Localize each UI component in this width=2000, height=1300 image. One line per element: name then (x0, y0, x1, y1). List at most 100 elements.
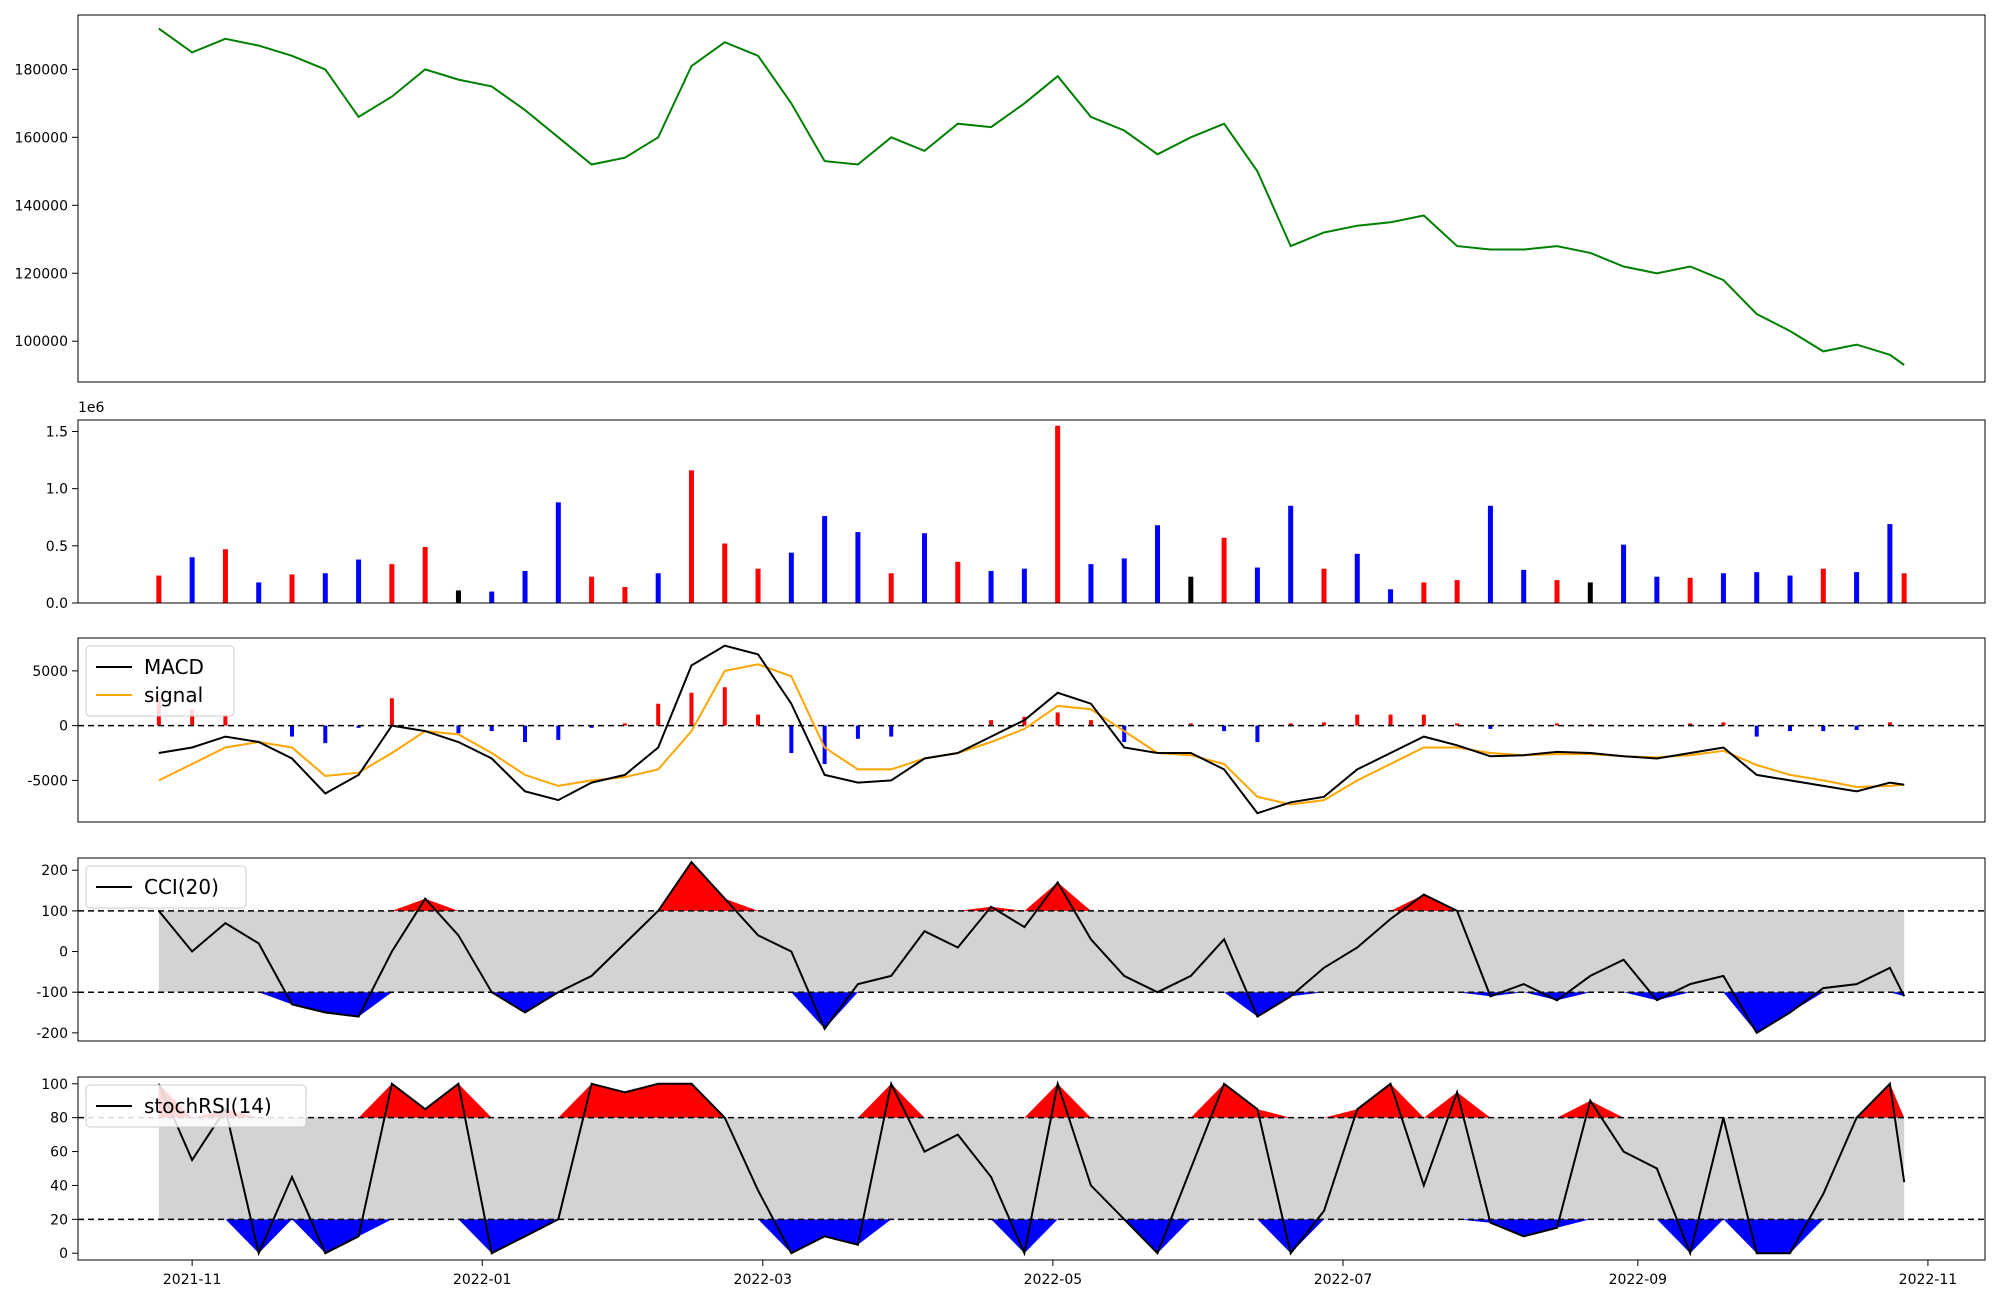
volume-ytick-label: 0.5 (46, 539, 68, 555)
cci-frame (77, 857, 1986, 1042)
macd-histogram-bar (1554, 723, 1559, 726)
macd-histogram-bar (1288, 723, 1293, 726)
macd-ytick-label: -5000 (27, 773, 68, 789)
price-ytick-label: 140000 (15, 198, 68, 214)
macd-panel: MACD signal -5000 0 5000 (27, 637, 1986, 823)
volume-bar (322, 573, 328, 603)
volume-bar (822, 516, 828, 603)
macd-histogram-bar (822, 725, 827, 764)
macd-legend-label: MACD (144, 655, 204, 679)
macd-histogram-bar (789, 725, 794, 753)
price-ytick-label: 100000 (15, 334, 68, 350)
macd-histogram-bar (1421, 714, 1426, 726)
cci-line (158, 860, 1906, 1035)
stochrsi-ytick-label: 40 (50, 1178, 68, 1194)
volume-bar (1021, 568, 1027, 603)
macd-histogram-bar (223, 714, 228, 726)
stochrsi-ytick-label: 100 (41, 1077, 68, 1093)
macd-legend-label: signal (144, 683, 203, 707)
macd-histogram-bar (1754, 725, 1759, 737)
macd-histogram-bar (656, 703, 661, 726)
volume-bar (422, 546, 428, 603)
volume-bar (356, 559, 362, 603)
stochrsi-line (157, 1079, 1906, 1257)
volume-ytick-label: 0.0 (46, 596, 68, 612)
volume-bar (1188, 576, 1194, 603)
volume-bar (489, 591, 495, 603)
macd-histogram-bar (556, 725, 561, 740)
stochrsi-ytick-label: 20 (50, 1212, 68, 1228)
x-tick-label: 2021-11 (163, 1272, 222, 1288)
volume-bar (855, 532, 861, 603)
volume-bar (1887, 524, 1893, 603)
volume-bar (222, 549, 228, 603)
macd-ytick-label: 0 (59, 719, 68, 735)
volume-bar (1554, 580, 1560, 603)
volume-bar (1854, 572, 1860, 603)
stochrsi-oversold-fill (158, 1219, 1905, 1254)
macd-histogram-bar (1721, 722, 1726, 726)
macd-histogram-bar (489, 725, 494, 732)
stochrsi-legend-box (85, 1084, 307, 1128)
macd-histogram-bar (1388, 714, 1393, 726)
macd-histogram-bar (989, 720, 994, 726)
volume-bar (1654, 576, 1660, 603)
volume-bar (455, 590, 461, 603)
volume-bar (988, 570, 994, 603)
x-tick-label: 2022-01 (453, 1272, 512, 1288)
x-tick-label: 2022-05 (1024, 1272, 1083, 1288)
volume-bar (289, 574, 295, 603)
macd-histogram-bar (589, 725, 594, 728)
macd-legend-box (85, 645, 235, 717)
macd-histogram-bar (722, 687, 727, 726)
volume-bar (156, 575, 162, 603)
cci-ytick-label: 0 (59, 945, 68, 961)
macd-histogram-bar (1821, 725, 1826, 732)
volume-bar (1288, 505, 1294, 603)
volume-bar (256, 582, 262, 603)
cci-ytick-label: 100 (41, 904, 68, 920)
macd-histogram-bar (1222, 725, 1227, 732)
macd-histogram-bar (1255, 725, 1260, 743)
cci-band (158, 910, 1905, 993)
price-ytick-label: 120000 (15, 266, 68, 282)
macd-histogram-bar (1688, 723, 1693, 726)
macd-histogram-bar (456, 725, 461, 734)
volume-bar (1487, 505, 1493, 603)
volume-bar (1321, 568, 1327, 603)
price-line (158, 27, 1905, 366)
volume-ytick-label: 1.5 (46, 424, 68, 440)
cci-overbought-fill (158, 862, 1905, 911)
volume-bar (1901, 573, 1907, 603)
macd-histogram-bar (756, 714, 761, 726)
macd-histogram-bar (1854, 725, 1859, 730)
macd-line (158, 644, 1905, 815)
volume-bar (1254, 567, 1260, 603)
cci-ytick-label: -100 (36, 985, 68, 1001)
volume-frame (77, 419, 1986, 604)
macd-histogram-bar (1321, 722, 1326, 726)
volume-bar (788, 552, 794, 603)
volume-bar (888, 573, 894, 603)
x-tick-label: 2022-11 (1899, 1272, 1958, 1288)
volume-bar (688, 470, 694, 603)
stochrsi-frame (77, 1076, 1986, 1261)
macd-histogram-bar (1088, 720, 1093, 726)
volume-bar (955, 561, 961, 603)
volume-bar (1587, 582, 1593, 603)
stochrsi-overbought-fill (158, 1083, 1905, 1118)
volume-bar (921, 533, 927, 603)
macd-histogram-bar (1355, 714, 1360, 726)
x-tick-label: 2022-03 (734, 1272, 793, 1288)
cci-panel: CCI(20) -200 -100 0 100 200 (36, 857, 1986, 1042)
price-ytick-label: 160000 (15, 130, 68, 146)
volume-bar (1454, 580, 1460, 603)
macd-histogram-bar (389, 698, 394, 726)
macd-histogram-bar (889, 725, 894, 737)
macd-histogram-bar (1788, 725, 1793, 732)
macd-histogram-bar (855, 725, 860, 739)
volume-ytick-label: 1.0 (46, 482, 68, 498)
volume-bar (622, 586, 628, 603)
volume-bar (1155, 525, 1161, 603)
macd-histogram-bar (1022, 716, 1027, 726)
